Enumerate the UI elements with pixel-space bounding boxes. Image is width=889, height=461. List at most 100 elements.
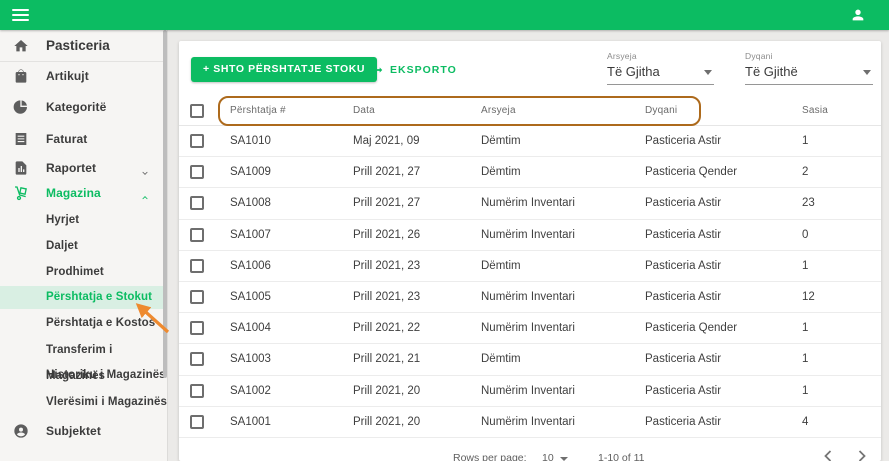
cell-date: Prill 2021, 22 [353, 322, 421, 335]
sidebar-item-artikujt[interactable]: Artikujt [0, 63, 167, 89]
rows-per-page-caret-icon[interactable] [560, 457, 568, 461]
pagination-bar: Rows per page: 10 1-10 of 11 [179, 438, 881, 461]
cell-adjustment-number: SA1005 [230, 290, 271, 303]
sidebar-subitem-prodhimet[interactable]: Prodhimet [46, 266, 104, 278]
cell-date: Maj 2021, 09 [353, 135, 420, 147]
cell-store: Pasticeria Astir [645, 353, 722, 366]
cell-date: Prill 2021, 20 [353, 384, 421, 397]
cell-reason: Dëmtim [481, 259, 521, 272]
person-icon[interactable] [850, 7, 866, 23]
chevron-up-icon [140, 189, 150, 207]
cell-reason: Numërim Inventari [481, 228, 575, 241]
export-icon [371, 64, 383, 76]
table-row[interactable]: SA1009 Prill 2021, 27 Dëmtim Pasticeria … [179, 157, 881, 189]
sidebar-subitem-daljet[interactable]: Daljet [46, 240, 78, 252]
add-stock-adjustment-button[interactable]: + SHTO PËRSHTATJE STOKU [191, 57, 378, 82]
row-checkbox[interactable] [190, 289, 204, 304]
pagination-range: 1-10 of 11 [598, 452, 645, 461]
sidebar-item-faturat[interactable]: Faturat [0, 126, 167, 152]
next-page-icon[interactable] [858, 450, 866, 461]
export-button[interactable]: EKSPORTO [370, 62, 457, 78]
cell-store: Pasticeria Astir [645, 197, 722, 210]
row-checkbox[interactable] [190, 227, 204, 242]
sidebar-scrollbar[interactable] [163, 30, 167, 378]
hamburger-menu-icon[interactable] [12, 9, 29, 21]
row-checkbox[interactable] [190, 414, 204, 429]
cell-reason: Numërim Inventari [481, 384, 575, 397]
business-name-header[interactable]: Pasticeria [0, 30, 167, 62]
cell-adjustment-number: SA1006 [230, 259, 271, 272]
table-row[interactable]: SA1004 Prill 2021, 22 Numërim Inventari … [179, 313, 881, 345]
arsyeja-filter-select[interactable]: Arsyeja Të Gjitha [607, 51, 714, 85]
table-row[interactable]: SA1005 Prill 2021, 23 Numërim Inventari … [179, 282, 881, 314]
cell-quantity: 1 [802, 322, 809, 335]
cell-adjustment-number: SA1007 [230, 228, 271, 241]
cell-quantity: 12 [802, 290, 815, 303]
dyqani-filter-value: Të Gjithë [745, 64, 798, 79]
table-row[interactable]: SA1007 Prill 2021, 26 Numërim Inventari … [179, 220, 881, 251]
chevron-down-icon [140, 164, 150, 182]
row-checkbox[interactable] [190, 321, 204, 336]
arsyeja-filter-label: Arsyeja [607, 51, 637, 61]
table-body: SA1010 Maj 2021, 09 Dëmtim Pasticeria As… [179, 126, 881, 438]
cell-store: Pasticeria Qender [645, 166, 738, 179]
cell-reason: Dëmtim [481, 135, 521, 147]
row-checkbox[interactable] [190, 258, 204, 273]
cell-quantity: 23 [802, 197, 815, 210]
column-header-dyqani: Dyqani [645, 105, 678, 116]
cell-date: Prill 2021, 27 [353, 166, 421, 179]
sidebar-subitem-pershtatja-e-stokut[interactable]: Përshtatja e Stokut [0, 286, 167, 309]
pie-chart-icon [13, 99, 29, 115]
sidebar-item-kategorite[interactable]: Kategoritë [0, 94, 167, 120]
table-row[interactable]: SA1008 Prill 2021, 27 Numërim Inventari … [179, 188, 881, 220]
cell-quantity: 0 [802, 228, 809, 241]
sidebar-subitem-pershtatja-e-kostos[interactable]: Përshtatja e Kostos [46, 317, 156, 329]
sidebar-item-subjektet[interactable]: Subjektet [0, 418, 167, 444]
cell-store: Pasticeria Astir [645, 384, 722, 397]
table-row[interactable]: SA1001 Prill 2021, 20 Numërim Inventari … [179, 407, 881, 438]
sidebar-subitem-historiku-i-magazines[interactable]: Historiku i Magazinës [46, 369, 166, 381]
rows-per-page-value[interactable]: 10 [542, 452, 554, 461]
dyqani-filter-label: Dyqani [745, 51, 773, 61]
cell-adjustment-number: SA1008 [230, 197, 271, 210]
cell-adjustment-number: SA1001 [230, 415, 271, 428]
sidebar-item-magazina[interactable]: Magazina [0, 180, 167, 206]
sidebar-subitem-hyrjet[interactable]: Hyrjet [46, 214, 80, 226]
row-checkbox[interactable] [190, 383, 204, 398]
cell-quantity: 1 [802, 384, 809, 397]
sidebar-item-raportet[interactable]: Raportet [0, 155, 167, 181]
top-app-bar [0, 0, 889, 30]
cell-date: Prill 2021, 21 [353, 353, 421, 366]
table-row[interactable]: SA1003 Prill 2021, 21 Dëmtim Pasticeria … [179, 344, 881, 376]
dyqani-filter-select[interactable]: Dyqani Të Gjithë [745, 51, 873, 85]
cell-adjustment-number: SA1004 [230, 322, 271, 335]
table-row[interactable]: SA1006 Prill 2021, 23 Dëmtim Pasticeria … [179, 251, 881, 282]
cell-date: Prill 2021, 23 [353, 290, 421, 303]
sidebar-subitem-transferim-i-magazines[interactable]: Transferim i Magazinës [46, 344, 113, 382]
report-icon [13, 160, 29, 176]
sidebar-subitem-vleresimi-i-magazines[interactable]: Vlerësimi i Magazinës [46, 396, 167, 408]
cell-quantity: 2 [802, 166, 809, 179]
receipt-icon [13, 131, 29, 147]
cell-adjustment-number: SA1010 [230, 135, 271, 147]
cell-store: Pasticeria Astir [645, 415, 722, 428]
row-checkbox[interactable] [190, 165, 204, 180]
cell-store: Pasticeria Qender [645, 322, 738, 335]
column-header-sasia: Sasia [802, 105, 829, 116]
arsyeja-filter-value: Të Gjitha [607, 64, 660, 79]
cell-quantity: 4 [802, 415, 809, 428]
row-checkbox[interactable] [190, 196, 204, 211]
table-row[interactable]: SA1002 Prill 2021, 20 Numërim Inventari … [179, 376, 881, 407]
home-icon [13, 38, 29, 54]
cell-store: Pasticeria Astir [645, 259, 722, 272]
row-checkbox[interactable] [190, 352, 204, 367]
select-all-checkbox[interactable] [190, 104, 204, 118]
account-circle-icon [13, 423, 29, 439]
cell-adjustment-number: SA1002 [230, 384, 271, 397]
dropdown-caret-icon [704, 70, 712, 75]
row-checkbox[interactable] [190, 134, 204, 148]
table-row[interactable]: SA1010 Maj 2021, 09 Dëmtim Pasticeria As… [179, 126, 881, 158]
previous-page-icon[interactable] [824, 450, 832, 461]
cell-date: Prill 2021, 26 [353, 228, 421, 241]
